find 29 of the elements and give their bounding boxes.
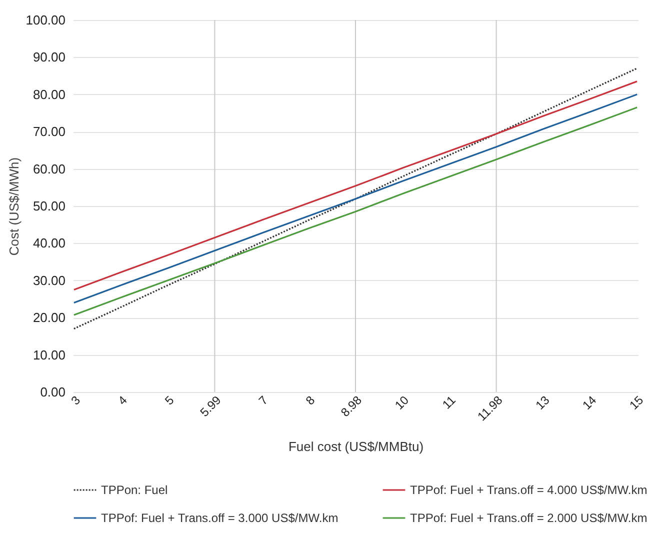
legend-label: TPPof: Fuel + Trans.off = 2.000 US$/MW.km xyxy=(410,511,648,525)
x-tick-label: 11 xyxy=(440,392,459,412)
legend-label: TPPof: Fuel + Trans.off = 3.000 US$/MW.km xyxy=(101,511,338,525)
y-tick-label: 40.00 xyxy=(32,236,66,251)
y-tick-label: 30.00 xyxy=(32,272,66,288)
y-tick-label: 100.00 xyxy=(26,12,66,28)
y-tick-label: 0.00 xyxy=(40,384,66,400)
x-tick-label: 14 xyxy=(580,392,600,412)
x-tick-label: 5.99 xyxy=(197,392,224,420)
x-tick-label: 4 xyxy=(115,392,130,408)
x-tick-label: 10 xyxy=(392,392,412,412)
x-tick-label: 5 xyxy=(162,392,177,408)
y-tick-label: 10.00 xyxy=(32,347,66,362)
y-tick-label: 90.00 xyxy=(32,50,66,65)
line-series xyxy=(73,68,638,330)
y-tick-label: 70.00 xyxy=(32,124,66,140)
x-tick-label: 3 xyxy=(68,392,84,408)
x-tick-label: 8 xyxy=(302,392,318,408)
legend-label: TPPof: Fuel + Trans.off = 4.000 US$/MW.km xyxy=(410,483,648,497)
x-tick-label: 13 xyxy=(532,392,552,412)
x-tick-label: 7 xyxy=(256,392,271,408)
y-axis-title: Cost (US$/MWh) xyxy=(6,157,22,256)
x-axis-title: Fuel cost (US$/MMBtu) xyxy=(288,438,424,454)
legend-label: TPPon: Fuel xyxy=(101,483,168,497)
y-tick-label: 80.00 xyxy=(32,86,66,102)
x-tick-label: 15 xyxy=(626,392,646,412)
y-tick-label: 50.00 xyxy=(32,198,66,214)
y-tick-label: 60.00 xyxy=(32,161,66,176)
y-tick-label: 20.00 xyxy=(32,310,66,326)
